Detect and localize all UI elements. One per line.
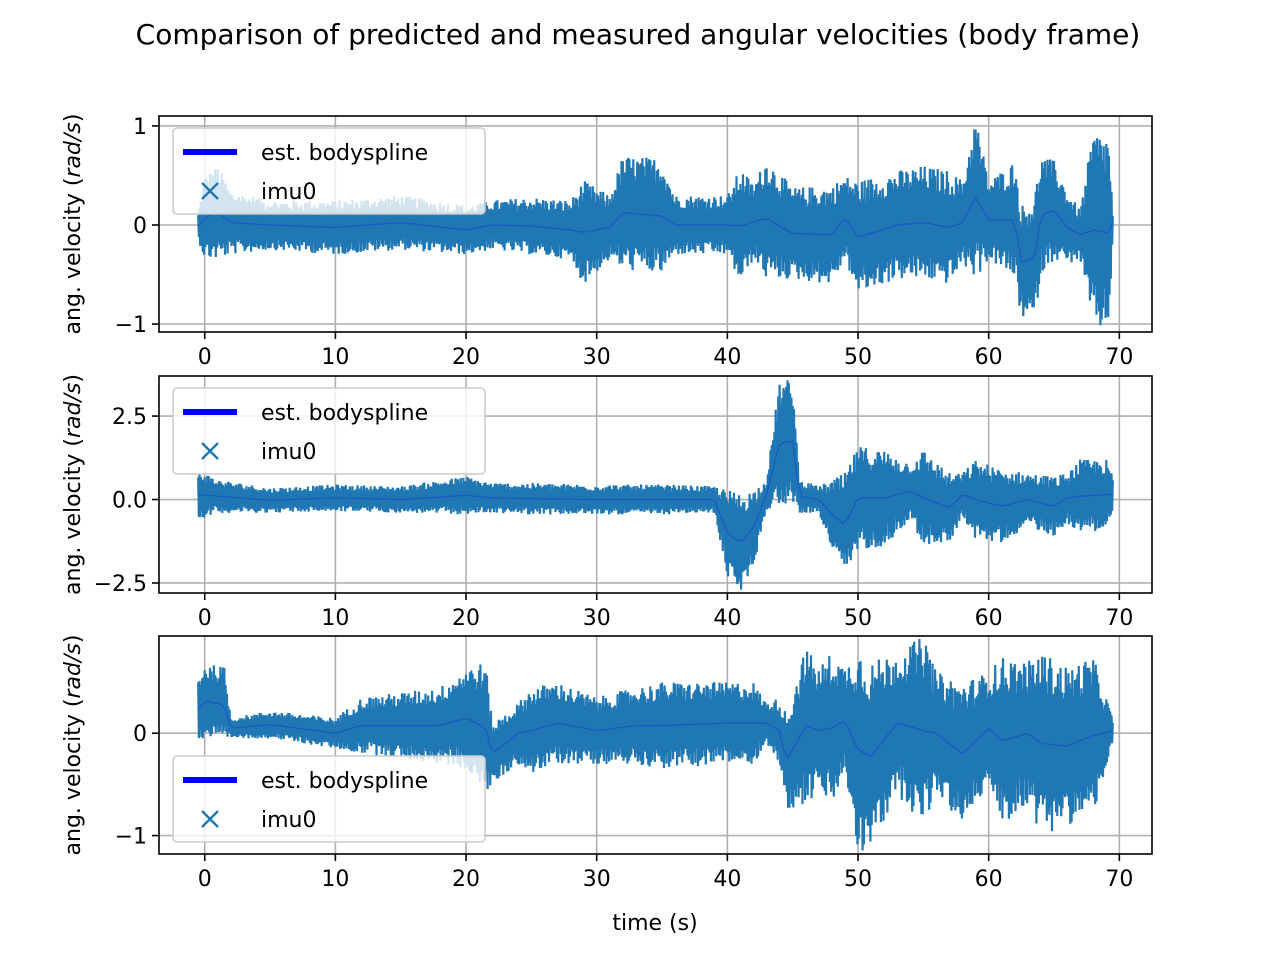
y-tick-label: −1 bbox=[115, 825, 147, 850]
y-axis-label-prefix: ang. velocity ( bbox=[61, 438, 86, 595]
axes-frame bbox=[158, 635, 1153, 855]
x-tick-label: 70 bbox=[1105, 606, 1133, 631]
imu0-series bbox=[197, 380, 1114, 590]
y-axis-label: ang. velocity (rad/s) bbox=[61, 374, 86, 595]
y-axis-label: ang. velocity (rad/s) bbox=[61, 635, 86, 856]
est-bodyspline-series bbox=[197, 700, 1113, 760]
subplot-3: 0 10 20 30 40 50 60 70 0 −1 ang. velocity (rad/s) e… bbox=[61, 635, 1153, 892]
legend-label-est-bodyspline: est. bodyspline bbox=[261, 141, 428, 166]
legend-label-imu0: imu0 bbox=[261, 440, 316, 465]
x-tick-label: 0 bbox=[198, 606, 212, 631]
x-tick-label: 40 bbox=[713, 606, 741, 631]
y-tick-label: −2.5 bbox=[94, 572, 147, 597]
imu0-series bbox=[197, 638, 1114, 851]
y-axis-label-suffix: ) bbox=[61, 374, 86, 383]
x-tick-label: 40 bbox=[713, 867, 741, 892]
legend-label-est-bodyspline: est. bodyspline bbox=[261, 769, 428, 794]
x-tick-label: 0 bbox=[198, 345, 212, 370]
axes-frame bbox=[158, 115, 1153, 333]
y-axis-label-prefix: ang. velocity ( bbox=[61, 699, 86, 856]
y-axis-label-prefix: ang. velocity ( bbox=[61, 178, 86, 335]
y-axis-label-unit: rad/s bbox=[61, 643, 86, 698]
x-tick-label: 30 bbox=[583, 867, 611, 892]
y-tick-label: 0 bbox=[133, 214, 147, 239]
x-tick-label: 60 bbox=[975, 606, 1003, 631]
x-tick-label: 0 bbox=[198, 867, 212, 892]
legend-x-marker bbox=[201, 442, 219, 460]
x-tick-label: 10 bbox=[321, 606, 349, 631]
x-tick-label: 60 bbox=[975, 345, 1003, 370]
legend: est. bodyspline imu0 bbox=[172, 755, 486, 843]
est-bodyspline-series bbox=[198, 440, 1113, 542]
legend-x-marker bbox=[201, 182, 219, 200]
subplot-2: 0 10 20 30 40 50 60 70 2.5 0.0 −2.5 ang. velocity (… bbox=[61, 374, 1153, 631]
x-tick-label: 10 bbox=[321, 867, 349, 892]
y-axis-label-unit: rad/s bbox=[61, 122, 86, 177]
x-tick-label: 70 bbox=[1105, 345, 1133, 370]
x-axis-label: time (s) bbox=[612, 911, 697, 936]
legend: est. bodyspline imu0 bbox=[172, 387, 486, 475]
y-axis-label-suffix: ) bbox=[61, 114, 86, 123]
y-axis-label: ang. velocity (rad/s) bbox=[61, 114, 86, 335]
y-tick-label: 0 bbox=[133, 722, 147, 747]
y-axis-label-unit: rad/s bbox=[61, 383, 86, 438]
x-tick-label: 50 bbox=[844, 867, 872, 892]
legend-x-marker bbox=[201, 810, 219, 828]
y-tick-label: 2.5 bbox=[112, 405, 147, 430]
legend: est. bodyspline imu0 bbox=[172, 127, 486, 215]
imu0-series bbox=[197, 129, 1114, 326]
x-tick-label: 70 bbox=[1105, 867, 1133, 892]
est-bodyspline-series bbox=[197, 196, 1114, 263]
x-tick-label: 50 bbox=[844, 606, 872, 631]
y-tick-label: −1 bbox=[115, 313, 147, 338]
x-tick-label: 60 bbox=[975, 867, 1003, 892]
y-tick-label: 1 bbox=[133, 115, 147, 140]
legend-label-est-bodyspline: est. bodyspline bbox=[261, 401, 428, 426]
x-tick-label: 30 bbox=[583, 345, 611, 370]
x-tick-label: 10 bbox=[321, 345, 349, 370]
x-tick-label: 20 bbox=[452, 867, 480, 892]
figure-title: Comparison of predicted and measured ang… bbox=[136, 18, 1141, 51]
legend-box bbox=[172, 387, 486, 475]
x-tick-label: 20 bbox=[452, 606, 480, 631]
x-tick-label: 30 bbox=[583, 606, 611, 631]
y-tick-label: 0.0 bbox=[112, 489, 147, 514]
y-axis-label-suffix: ) bbox=[61, 635, 86, 644]
legend-box bbox=[172, 755, 486, 843]
legend-label-imu0: imu0 bbox=[261, 180, 316, 205]
axes-frame bbox=[158, 375, 1153, 594]
x-tick-label: 50 bbox=[844, 345, 872, 370]
legend-box bbox=[172, 127, 486, 215]
legend-label-imu0: imu0 bbox=[261, 808, 316, 833]
x-tick-label: 20 bbox=[452, 345, 480, 370]
x-tick-label: 40 bbox=[713, 345, 741, 370]
